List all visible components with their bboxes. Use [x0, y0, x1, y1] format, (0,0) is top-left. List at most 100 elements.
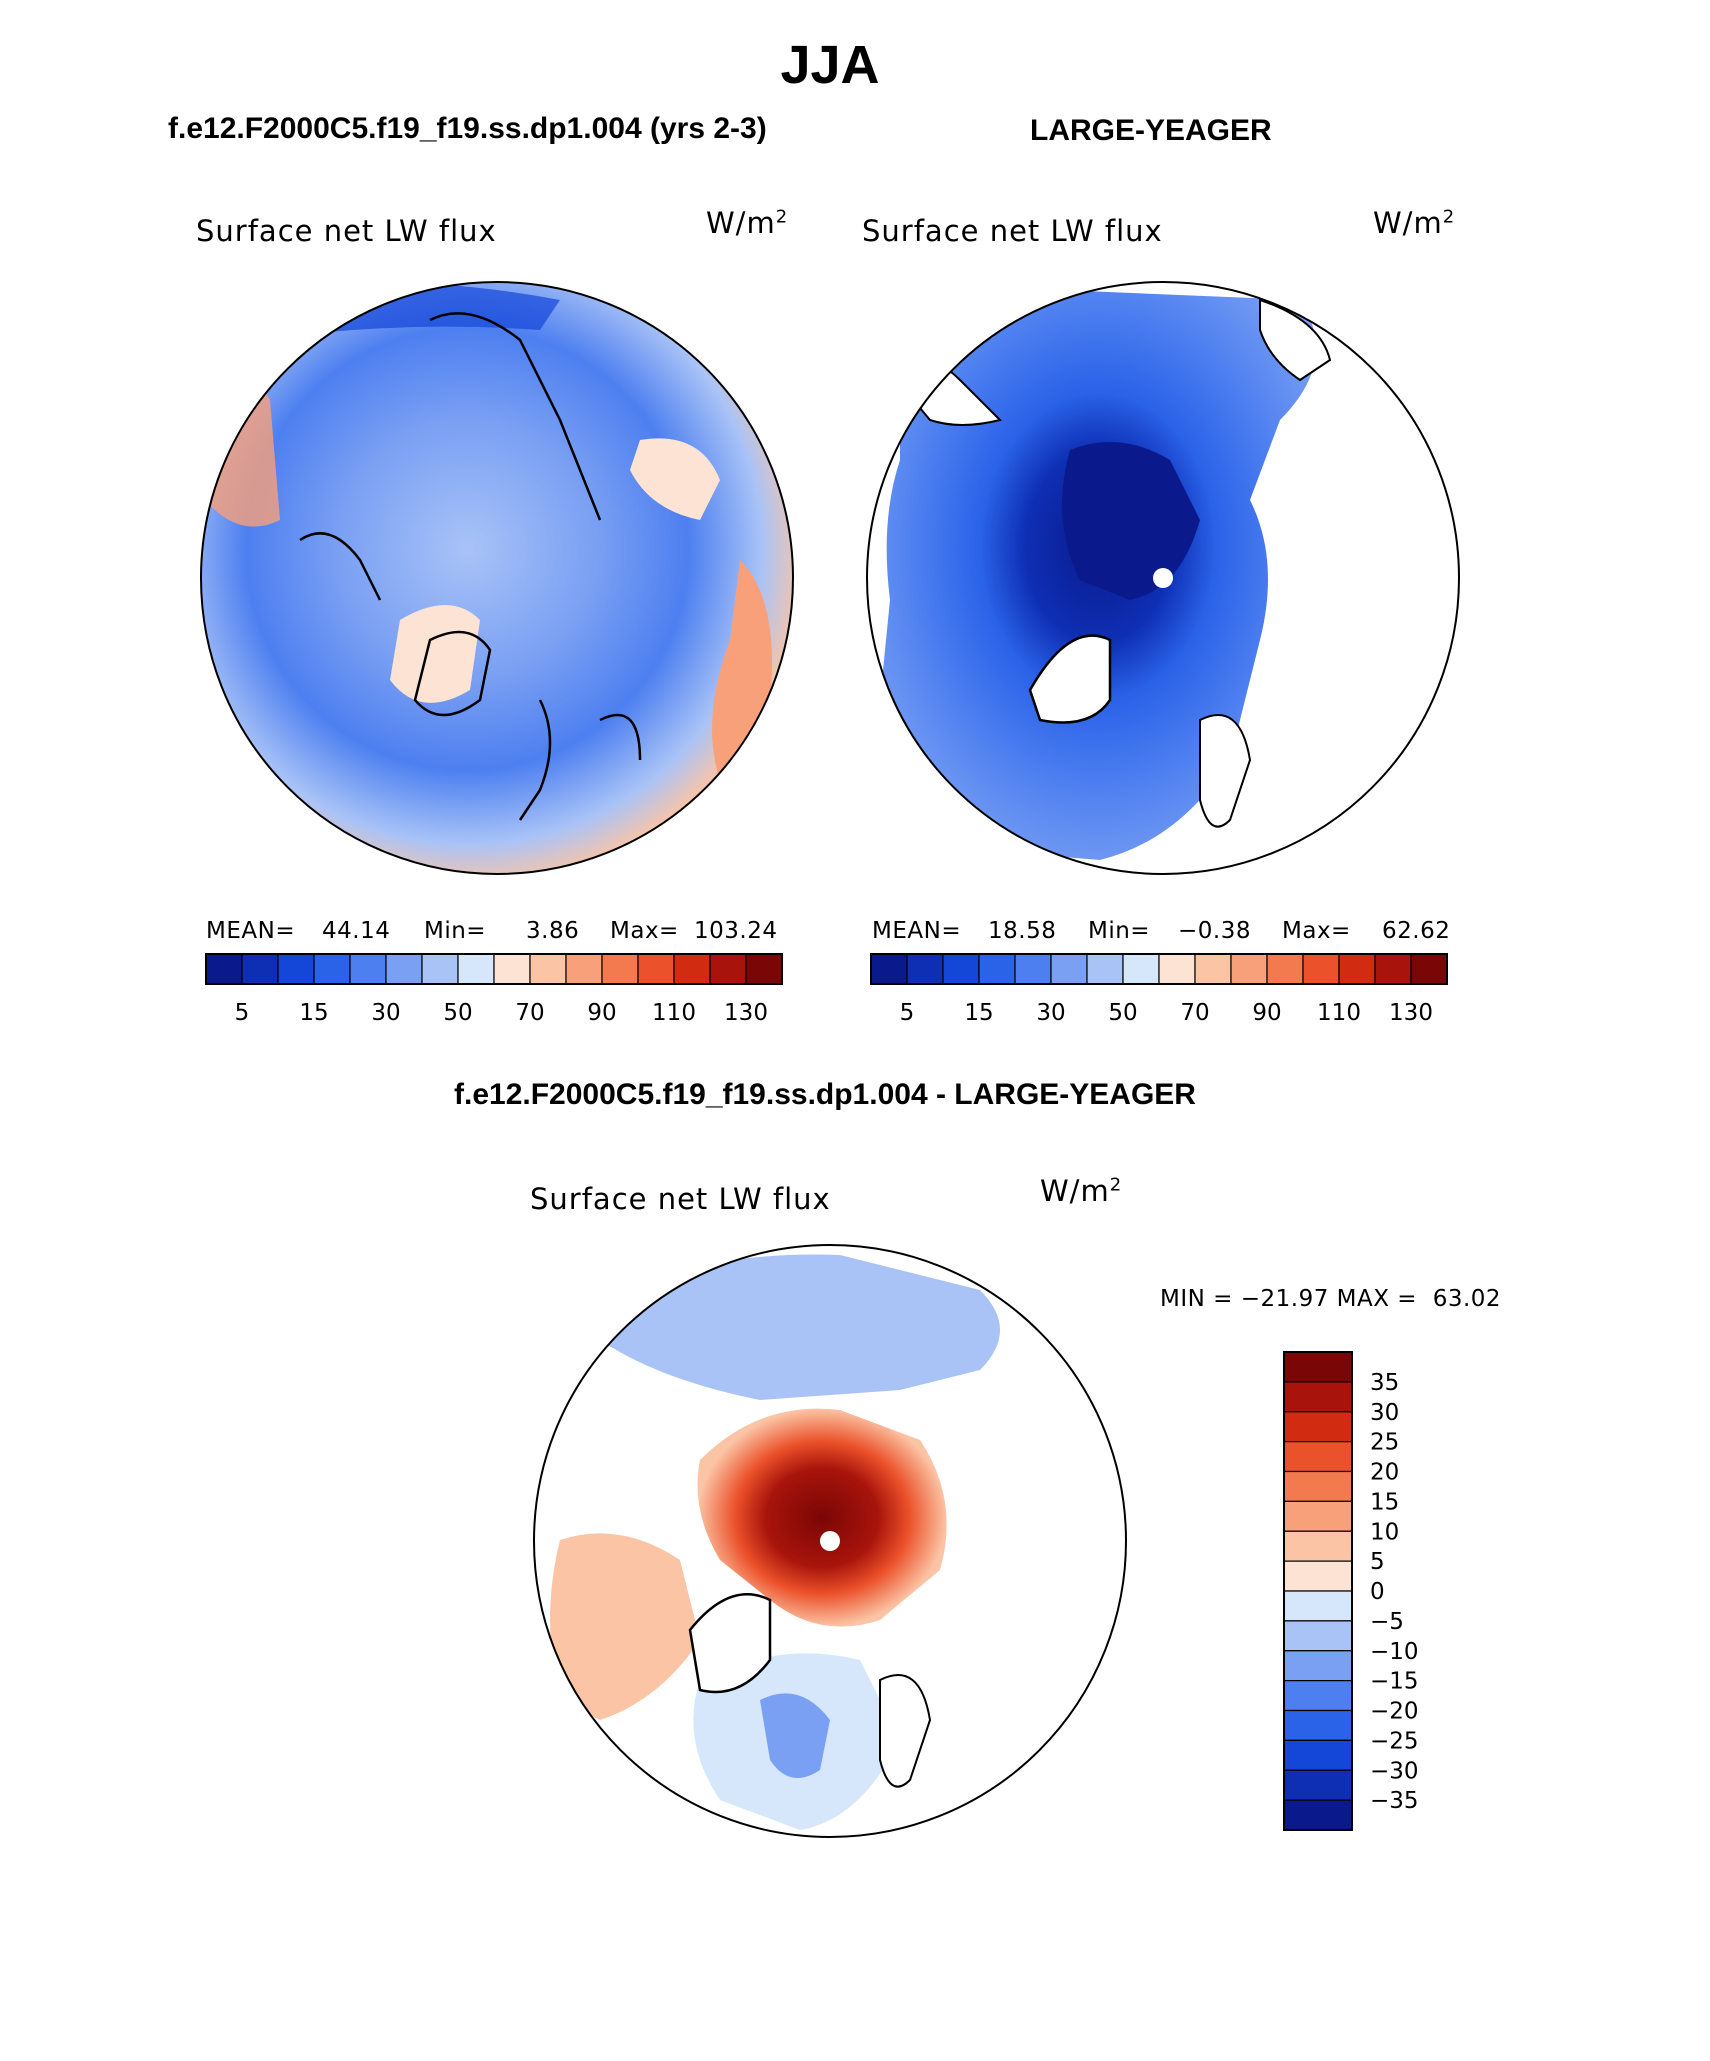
panel1-colorbar-swatch-9 — [529, 953, 567, 985]
panel3-colorbar-swatch-4 — [1283, 1470, 1353, 1502]
panel3-colorbar-tick-label: −25 — [1370, 1728, 1419, 1754]
panel2-min-value: −0.38 — [1178, 918, 1251, 944]
panel1-colorbar-tick-label: 15 — [299, 1000, 328, 1026]
panel1-colorbar-swatch-7 — [457, 953, 495, 985]
panel3-colorbar-swatch-7 — [1283, 1560, 1353, 1592]
panel1-colorbar-swatch-3 — [313, 953, 351, 985]
panel1-colorbar-tick-label: 130 — [724, 1000, 768, 1026]
panel3-colorbar-tick-label: 10 — [1370, 1519, 1399, 1545]
panel2-max-label: Max= — [1282, 918, 1351, 944]
panel2-colorbar-swatch-8 — [1158, 953, 1196, 985]
panel3-colorbar-tick-label: 0 — [1370, 1579, 1385, 1605]
panel1-colorbar-swatch-4 — [349, 953, 387, 985]
panel2-colorbar-swatch-14 — [1374, 953, 1412, 985]
panel1-colorbar-tick-label: 70 — [515, 1000, 544, 1026]
panel3-colorbar-tick-label: 15 — [1370, 1489, 1399, 1515]
panel2-map-border — [866, 281, 1460, 875]
panel2-colorbar-swatch-1 — [906, 953, 944, 985]
panel2-colorbar-swatch-0 — [870, 953, 908, 985]
panel3-colorbar-swatch-1 — [1283, 1381, 1353, 1413]
panel1-mean-label: MEAN= — [206, 918, 296, 944]
panel3-colorbar-swatch-11 — [1283, 1680, 1353, 1712]
panel1-map-border — [200, 281, 794, 875]
panel2-polar-map — [866, 281, 1460, 875]
panel2-colorbar-swatch-10 — [1230, 953, 1268, 985]
panel2-colorbar-tick-label: 90 — [1252, 1000, 1281, 1026]
panel1-colorbar-tick-label: 110 — [652, 1000, 696, 1026]
panel2-colorbar-tick-label: 50 — [1108, 1000, 1137, 1026]
panel1-max-label: Max= — [610, 918, 679, 944]
panel3-colorbar-tick-label: −35 — [1370, 1788, 1419, 1814]
panel3-colorbar-swatch-2 — [1283, 1411, 1353, 1443]
panel3-negative-north — [600, 1254, 1000, 1400]
panel3-colorbar: 35 30 25 20 15 10 5 0 −5 −10 −15 −20 −25 −30 −35 — [1283, 1351, 1419, 1831]
panel1-greenland-warm — [390, 605, 480, 703]
panel2-colorbar-swatch-5 — [1050, 953, 1088, 985]
panel3-colorbar-swatch-13 — [1283, 1739, 1353, 1771]
panel2-colorbar-swatch-3 — [978, 953, 1016, 985]
panel1-colorbar-swatch-8 — [493, 953, 531, 985]
panel1-colorbar-swatch-5 — [385, 953, 423, 985]
panel2-mean-label: MEAN= — [872, 918, 962, 944]
panel1-colorbar-tick-label: 90 — [587, 1000, 616, 1026]
panel3-positive-pacific — [550, 1533, 700, 1720]
panel2-colorbar-swatch-2 — [942, 953, 980, 985]
panel3-colorbar-swatch-15 — [1283, 1799, 1353, 1831]
panel1-warm-siberia — [630, 438, 720, 520]
panel1-units: W/m2 — [706, 206, 789, 240]
panel1-colorbar-swatch-10 — [565, 953, 603, 985]
panel2-colorbar-swatch-6 — [1086, 953, 1124, 985]
panel3-colorbar-tick-label: −10 — [1370, 1639, 1419, 1665]
panel3-land-scandinavia — [879, 1674, 932, 1788]
panel2-colorbar-swatch-12 — [1302, 953, 1340, 985]
panel3-colorbar-tick-label: −15 — [1370, 1669, 1419, 1695]
panel1-warm-eurasia — [712, 560, 772, 780]
panel3-range-text: MIN = −21.97 MAX = 63.02 — [1160, 1286, 1502, 1312]
panel2-land-siberia — [1259, 298, 1332, 382]
panel3-colorbar-swatch-12 — [1283, 1709, 1353, 1741]
panel1-colorbar-swatch-11 — [601, 953, 639, 985]
panel3-colorbar-tick-label: −5 — [1370, 1609, 1404, 1635]
panel3-colorbar-tick-label: 20 — [1370, 1460, 1399, 1486]
panel2-colorbar-tick-label: 110 — [1317, 1000, 1361, 1026]
panel2-variable-label: Surface net LW flux — [862, 214, 1163, 248]
panel2-max-value: 62.62 — [1382, 918, 1451, 944]
panel3-colorbar-swatch-3 — [1283, 1441, 1353, 1473]
panel3-colorbar-swatch-14 — [1283, 1769, 1353, 1801]
panel1-mean-value: 44.14 — [322, 918, 391, 944]
panel1-colorbar: 5 15 30 50 70 90 110 130 — [205, 953, 783, 1026]
panel2-colorbar-tick-label: 5 — [900, 1000, 915, 1026]
case1-title: f.e12.F2000C5.f19_f19.ss.dp1.004 (yrs 2-… — [168, 112, 767, 145]
panel3-positive-core — [697, 1408, 947, 1627]
panel2-units: W/m2 — [1373, 206, 1456, 240]
panel2-colorbar-tick-label: 130 — [1389, 1000, 1433, 1026]
panel3-colorbar-tick-label: 35 — [1370, 1370, 1399, 1396]
panel3-polar-map — [533, 1244, 1127, 1838]
panel3-colorbar-swatch-8 — [1283, 1590, 1353, 1622]
panel1-variable-label: Surface net LW flux — [196, 214, 497, 248]
panel2-arctic-core — [1062, 442, 1200, 600]
panel3-colorbar-frame — [1283, 1351, 1353, 1831]
panel1-colorbar-swatch-15 — [745, 953, 783, 985]
panel2-colorbar-swatch-13 — [1338, 953, 1376, 985]
panel3-variable-label: Surface net LW flux — [530, 1182, 831, 1216]
panel1-colorbar-swatch-0 — [205, 953, 243, 985]
panel1-coastline-greenland — [413, 630, 492, 717]
panel3-colorbar-swatch-6 — [1283, 1530, 1353, 1562]
panel3-colorbar-swatch-9 — [1283, 1620, 1353, 1652]
panel1-colorbar-swatch-6 — [421, 953, 459, 985]
panel2-colorbar-swatch-9 — [1194, 953, 1232, 985]
figure-season-title: JJA — [780, 35, 880, 95]
panel2-colorbar-swatch-4 — [1014, 953, 1052, 985]
panel3-colorbar-tick-label: −30 — [1370, 1758, 1419, 1784]
panel1-colorbar-swatch-14 — [709, 953, 747, 985]
panel1-field — [201, 282, 793, 874]
panel1-colorbar-swatch-12 — [637, 953, 675, 985]
panel1-colorbar-swatch-2 — [277, 953, 315, 985]
panel2-greenland — [1028, 634, 1112, 724]
panel1-min-label: Min= — [424, 918, 487, 944]
panel2-mean-value: 18.58 — [988, 918, 1057, 944]
panel1-colorbar-swatch-13 — [673, 953, 711, 985]
panel3-negative-patch — [760, 1693, 830, 1778]
panel1-min-value: 3.86 — [526, 918, 580, 944]
